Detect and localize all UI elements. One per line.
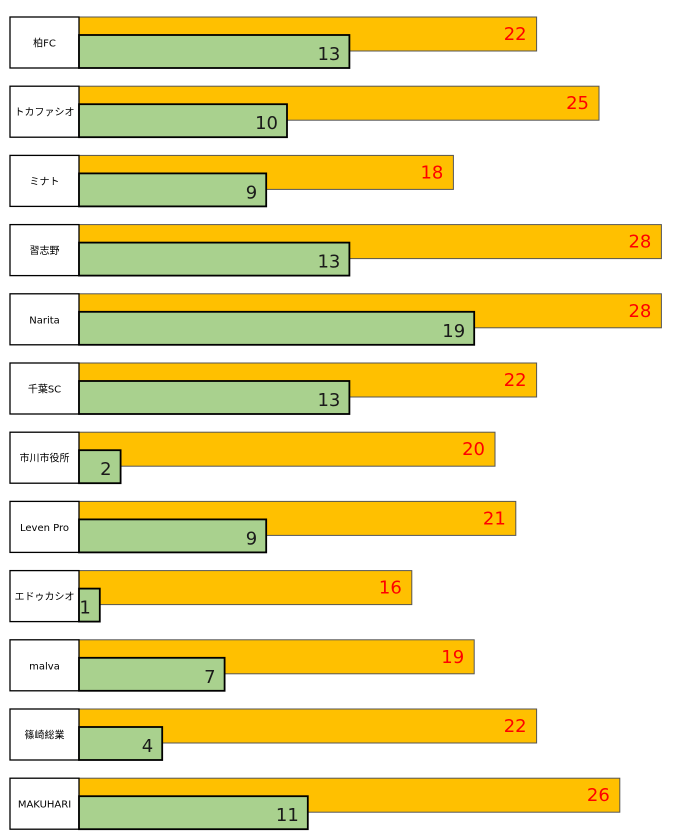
green-value-label: 11 xyxy=(276,805,299,826)
orange-value-label: 16 xyxy=(379,578,402,599)
orange-value-label: 26 xyxy=(587,785,610,806)
green-value-label: 4 xyxy=(142,736,153,757)
team-label: malva xyxy=(29,661,60,672)
green-bar xyxy=(78,34,351,69)
orange-value-label: 28 xyxy=(628,232,651,253)
green-value-label: 13 xyxy=(317,252,340,273)
orange-value-label: 22 xyxy=(504,370,527,391)
green-value-label: 1 xyxy=(79,598,90,619)
green-bar xyxy=(78,518,268,554)
team-label: MAKUHARI xyxy=(18,800,71,811)
orange-bar xyxy=(78,431,496,467)
team-label: 柏FC xyxy=(33,37,56,50)
green-bar xyxy=(78,380,351,415)
green-bar xyxy=(78,172,268,208)
team-label-box xyxy=(9,708,80,761)
team-label: Narita xyxy=(29,315,60,326)
green-bar xyxy=(78,726,164,761)
green-value-label: 13 xyxy=(317,44,340,65)
team-label-box xyxy=(9,154,80,208)
team-label: トカファシオ xyxy=(15,107,75,119)
team-label-box xyxy=(9,223,80,277)
team-label: 市川市役所 xyxy=(20,452,70,465)
orange-value-label: 28 xyxy=(628,301,651,322)
orange-value-label: 18 xyxy=(420,162,443,183)
green-bar xyxy=(78,587,101,623)
team-label-box xyxy=(9,777,80,830)
team-label: ミナト xyxy=(30,176,60,188)
team-label: エドゥカシオ xyxy=(15,591,75,603)
team-label-box xyxy=(9,431,80,484)
green-bar xyxy=(78,310,476,346)
team-label-box xyxy=(9,569,80,623)
team-label: 千葉SC xyxy=(28,383,61,396)
green-bar xyxy=(78,795,309,831)
team-label: 習志野 xyxy=(30,244,60,257)
team-label: 篠崎総業 xyxy=(25,729,65,742)
team-label: Leven Pro xyxy=(20,523,69,534)
green-value-label: 9 xyxy=(246,528,257,549)
green-value-label: 9 xyxy=(246,182,257,203)
orange-bar xyxy=(78,570,413,606)
team-label-box xyxy=(9,16,80,69)
orange-value-label: 19 xyxy=(441,647,464,668)
green-bar xyxy=(78,103,288,139)
green-value-label: 19 xyxy=(442,321,465,342)
orange-value-label: 22 xyxy=(504,716,527,737)
green-bar xyxy=(78,449,122,485)
green-value-label: 10 xyxy=(255,113,278,134)
green-bar xyxy=(78,656,226,692)
green-value-label: 13 xyxy=(317,390,340,411)
orange-value-label: 25 xyxy=(566,93,589,114)
team-label-box xyxy=(9,362,80,415)
team-label-box xyxy=(9,500,80,554)
orange-value-label: 22 xyxy=(504,24,527,45)
green-value-label: 7 xyxy=(204,667,215,688)
green-bar xyxy=(78,241,351,277)
orange-value-label: 20 xyxy=(462,439,485,460)
green-value-label: 2 xyxy=(100,459,111,480)
orange-value-label: 21 xyxy=(483,508,506,529)
